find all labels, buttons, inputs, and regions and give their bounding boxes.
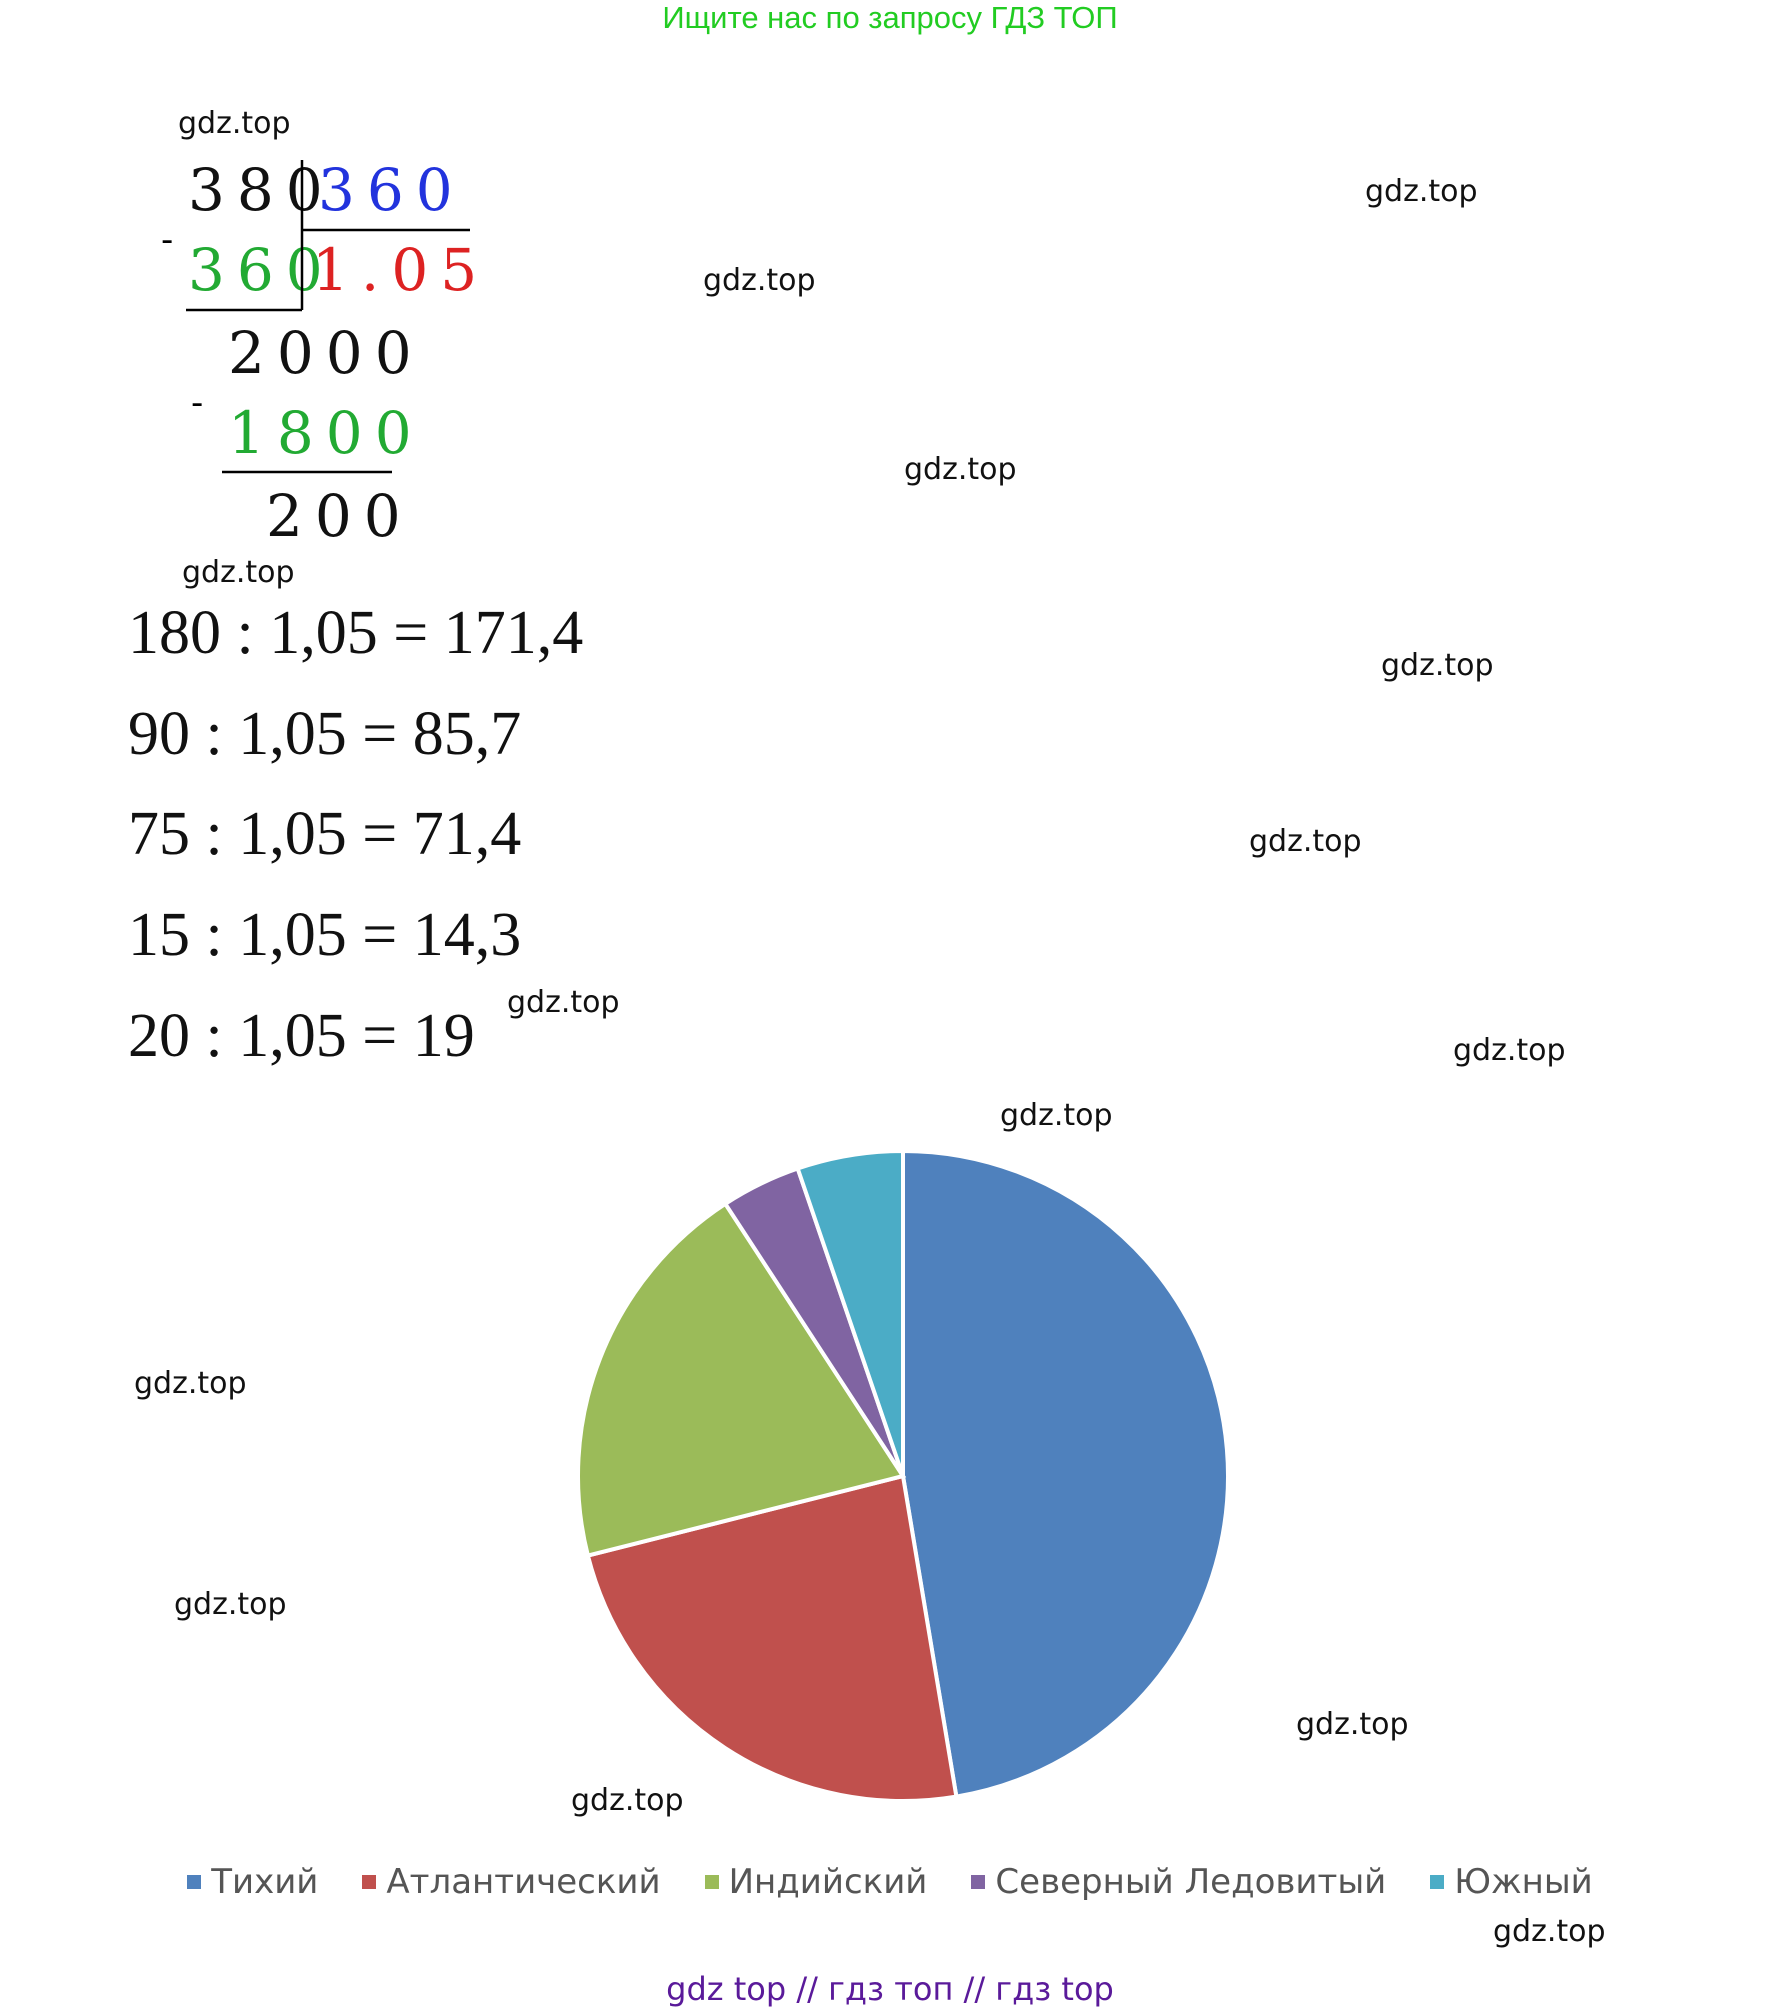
pie-slice-1 [901, 1148, 1230, 1799]
legend-item: Южный [1430, 1862, 1593, 1902]
watermark: gdz.top [1000, 1098, 1113, 1133]
pie-slice-2 [585, 1473, 959, 1803]
equation-5: 20 : 1,05 = 19 [128, 1002, 475, 1070]
subtrahend-2: 1800 [228, 399, 424, 467]
equation-2: 90 : 1,05 = 85,7 [128, 700, 522, 768]
watermark: gdz.top [1365, 174, 1478, 209]
header-banner: Ищите нас по запросу ГДЗ ТОП [662, 0, 1118, 35]
legend-item: Тихий [187, 1862, 318, 1902]
minus-sign: - [161, 220, 174, 260]
remainder-1: 2000 [228, 319, 424, 387]
legend-item: Атлантический [362, 1862, 661, 1902]
minus-sign: - [191, 383, 204, 423]
watermark: gdz.top [178, 106, 291, 141]
equation-4: 15 : 1,05 = 14,3 [128, 901, 522, 969]
pie-slice-5 [795, 1148, 905, 1477]
legend-swatch [971, 1875, 986, 1889]
legend-swatch [362, 1875, 377, 1889]
legend-swatch [704, 1875, 719, 1889]
division-bracket [186, 160, 470, 474]
legend-label: Северный Ледовитый [995, 1862, 1387, 1902]
legend-label: Индийский [728, 1862, 928, 1902]
equation-1: 180 : 1,05 = 171,4 [128, 599, 584, 667]
watermark: gdz.top [507, 985, 620, 1020]
legend-label: Южный [1454, 1862, 1593, 1902]
legend-label: Тихий [211, 1862, 319, 1902]
watermark: gdz.top [1381, 648, 1494, 683]
subtrahend-1: 360 [188, 236, 335, 304]
remainder-2: 200 [266, 482, 413, 550]
watermark: gdz.top [904, 452, 1017, 487]
legend-swatch [187, 1875, 202, 1889]
watermark: gdz.top [1249, 824, 1362, 859]
legend: Тихий Атлантический Индийский Северный Ледо… [0, 1862, 1780, 1902]
watermark: gdz.top [1453, 1033, 1566, 1068]
footer-links[interactable]: gdz top // гдз топ // гдз top [666, 1970, 1114, 2008]
equation-3: 75 : 1,05 = 71,4 [128, 800, 522, 868]
watermark: gdz.top [1493, 1914, 1606, 1949]
divisor: 360 [318, 156, 465, 224]
watermark: gdz.top [134, 1366, 247, 1401]
dividend: 380 [188, 156, 335, 224]
legend-swatch [1430, 1875, 1445, 1889]
quotient: 1.05 [312, 236, 490, 304]
watermark: gdz.top [571, 1783, 684, 1818]
watermark: gdz.top [1296, 1707, 1409, 1742]
watermark: gdz.top [182, 555, 295, 590]
pie-slice-4 [722, 1165, 905, 1478]
legend-item: Индийский [704, 1862, 928, 1902]
pie-slice-3 [576, 1201, 907, 1559]
legend-item: Северный Ледовитый [971, 1862, 1386, 1902]
watermark: gdz.top [174, 1587, 287, 1622]
watermark: gdz.top [703, 263, 816, 298]
legend-label: Атлантический [386, 1862, 661, 1902]
